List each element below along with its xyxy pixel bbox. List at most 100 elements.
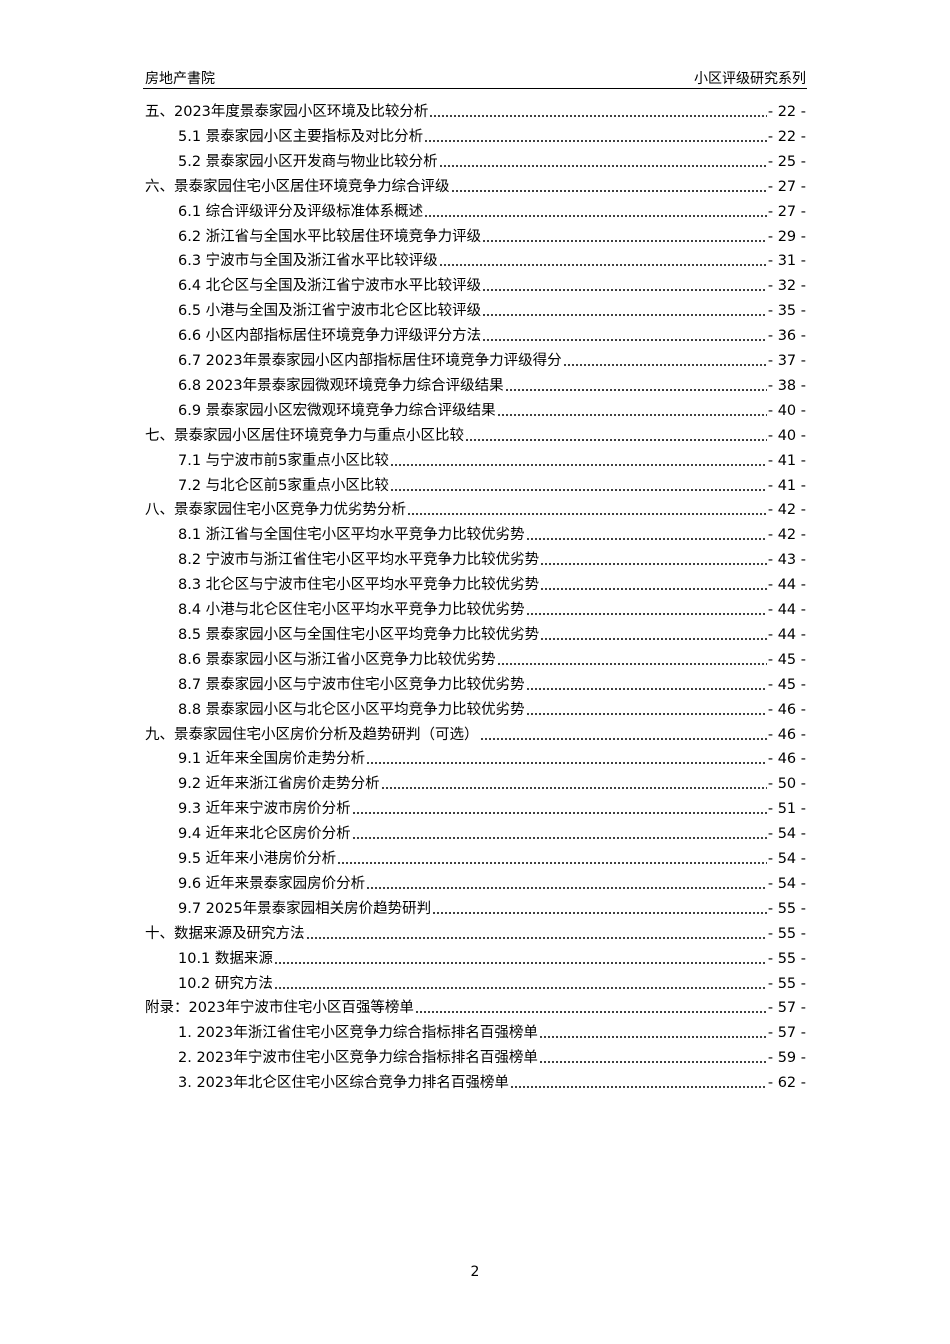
dot-leader (465, 437, 767, 442)
entry-page: - 44 - (767, 626, 806, 643)
entry-page: - 32 - (767, 278, 806, 295)
toc-entry: 8.5 景泰家园小区与全国住宅小区平均竞争力比较优劣势 - 44 - (178, 625, 806, 645)
entry-title: 8.3 北仑区与宁波市住宅小区平均水平竞争力比较优劣势 (178, 577, 540, 594)
dot-leader (525, 711, 767, 716)
dot-leader (540, 562, 767, 567)
entry-title: 6.4 北仑区与全国及浙江省宁波市水平比较评级 (178, 278, 482, 295)
entry-page: - 40 - (767, 402, 806, 419)
entry-title: 8.8 景泰家园小区与北仑区小区平均竞争力比较优劣势 (178, 701, 525, 718)
entry-page: - 46 - (767, 701, 806, 718)
entry-page: - 59 - (767, 1050, 806, 1067)
entry-title: 9.4 近年来北仑区房价分析 (178, 826, 351, 843)
entry-title: 9.2 近年来浙江省房价走势分析 (178, 776, 380, 793)
toc-entry: 十、数据来源及研究方法 - 55 - (145, 924, 806, 944)
entry-title: 6.5 小港与全国及浙江省宁波市北仑区比较评级 (178, 303, 482, 320)
dot-leader (538, 1035, 767, 1040)
entry-page: - 31 - (767, 253, 806, 270)
entry-title: 六、景泰家园住宅小区居住环境竞争力综合评级 (145, 178, 450, 195)
entry-page: - 54 - (767, 826, 806, 843)
page-number: 2 (470, 1264, 480, 1280)
entry-title: 10.1 数据来源 (178, 950, 273, 967)
entry-page: - 27 - (767, 203, 806, 220)
header-right: 小区评级研究系列 (694, 71, 806, 87)
toc-entry: 6.4 北仑区与全国及浙江省宁波市水平比较评级 - 32 - (178, 276, 806, 296)
dot-leader (424, 213, 767, 218)
entry-page: - 22 - (767, 104, 806, 120)
entry-page: - 25 - (767, 153, 806, 170)
entry-title: 九、景泰家园住宅小区房价分析及趋势研判（可选） (145, 726, 479, 743)
toc-entry: 9.2 近年来浙江省房价走势分析 - 50 - (178, 774, 806, 794)
dot-leader (525, 612, 767, 616)
dot-leader (540, 587, 767, 592)
entry-page: - 44 - (767, 602, 806, 618)
dot-leader (482, 288, 767, 293)
entry-title: 6.2 浙江省与全国水平比较居住环境竞争力评级 (178, 228, 482, 245)
toc-entry: 6.2 浙江省与全国水平比较居住环境竞争力评级 - 29 - (178, 227, 806, 247)
dot-leader (525, 686, 767, 691)
toc-entry: 附录：2023年宁波市住宅小区百强等榜单 - 57 - (145, 998, 806, 1018)
entry-page: - 45 - (767, 651, 806, 668)
entry-page: - 55 - (767, 900, 806, 917)
dot-leader (380, 786, 767, 791)
dot-leader (538, 1060, 767, 1065)
dot-leader (273, 960, 767, 965)
entry-page: - 57 - (767, 1000, 806, 1017)
dot-leader (482, 238, 767, 243)
entry-title: 3. 2023年北仑区住宅小区综合竞争力排名百强榜单 (178, 1075, 509, 1092)
toc-entry: 五、2023年度景泰家园小区环境及比较分析 - 22 - (145, 102, 806, 122)
entry-page: - 41 - (767, 477, 806, 494)
entry-page: - 55 - (767, 925, 806, 942)
entry-page: - 57 - (767, 1025, 806, 1042)
toc-entry: 8.8 景泰家园小区与北仑区小区平均竞争力比较优劣势 - 46 - (178, 700, 806, 720)
toc-entry: 八、景泰家园住宅小区竞争力优劣势分析 - 42 - (145, 500, 806, 520)
entry-page: - 42 - (767, 502, 806, 519)
dot-leader (366, 885, 767, 890)
entry-title: 9.3 近年来宁波市房价分析 (178, 801, 351, 818)
toc-entry: 7.2 与北仑区前5家重点小区比较 - 41 - (178, 476, 806, 496)
entry-page: - 46 - (767, 751, 806, 768)
toc-entry: 10.2 研究方法 - 55 - (178, 974, 806, 994)
entry-page: - 38 - (767, 377, 806, 394)
entry-page: - 37 - (767, 353, 806, 369)
toc-entry: 6.8 2023年景泰家园微观环境竞争力综合评级结果 - 38 - (178, 376, 806, 396)
entry-title: 1. 2023年浙江省住宅小区竞争力综合指标排名百强榜单 (178, 1025, 538, 1042)
dot-leader (389, 462, 767, 467)
entry-page: - 44 - (767, 577, 806, 594)
entry-title: 8.6 景泰家园小区与浙江省小区竞争力比较优劣势 (178, 651, 496, 668)
entry-page: - 36 - (767, 328, 806, 345)
entry-page: - 42 - (767, 527, 806, 544)
dot-leader (504, 387, 767, 392)
entry-title: 7.1 与宁波市前5家重点小区比较 (178, 452, 389, 469)
entry-title: 6.8 2023年景泰家园微观环境竞争力综合评级结果 (178, 377, 504, 394)
toc-entry: 8.2 宁波市与浙江省住宅小区平均水平竞争力比较优劣势 - 43 - (178, 550, 806, 570)
toc-entry: 9.5 近年来小港房价分析 - 54 - (178, 849, 806, 869)
entry-title: 8.1 浙江省与全国住宅小区平均水平竞争力比较优劣势 (178, 527, 525, 544)
dot-leader (482, 338, 767, 343)
toc-entry: 3. 2023年北仑区住宅小区综合竞争力排名百强榜单 - 62 - (178, 1073, 806, 1093)
toc-entry: 9.1 近年来全国房价走势分析 - 46 - (178, 749, 806, 769)
dot-leader (479, 736, 767, 741)
entry-title: 2. 2023年宁波市住宅小区竞争力综合指标排名百强榜单 (178, 1050, 538, 1067)
dot-leader (414, 1010, 767, 1015)
entry-title: 6.9 景泰家园小区宏微观环境竞争力综合评级结果 (178, 402, 496, 419)
entry-title: 8.5 景泰家园小区与全国住宅小区平均竞争力比较优劣势 (178, 626, 540, 643)
entry-title: 6.1 综合评级评分及评级标准体系概述 (178, 203, 424, 220)
dot-leader (305, 935, 767, 940)
toc-entry: 6.6 小区内部指标居住环境竞争力评级评分方法 - 36 - (178, 326, 806, 346)
entry-title: 6.7 2023年景泰家园小区内部指标居住环境竞争力评级得分 (178, 353, 562, 369)
toc-entry: 5.1 景泰家园小区主要指标及对比分析 - 22 - (178, 127, 806, 147)
toc-entry: 七、景泰家园小区居住环境竞争力与重点小区比较 - 40 - (145, 426, 806, 446)
entry-title: 9.1 近年来全国房价走势分析 (178, 751, 366, 768)
toc-entry: 1. 2023年浙江省住宅小区竞争力综合指标排名百强榜单 - 57 - (178, 1023, 806, 1043)
entry-page: - 29 - (767, 228, 806, 245)
toc-entry: 9.7 2025年景泰家园相关房价趋势研判 - 55 - (178, 899, 806, 919)
dot-leader (438, 263, 767, 268)
entry-title: 5.1 景泰家园小区主要指标及对比分析 (178, 128, 424, 145)
entry-title: 9.5 近年来小港房价分析 (178, 851, 337, 867)
entry-page: - 22 - (767, 128, 806, 145)
toc-entry: 5.2 景泰家园小区开发商与物业比较分析 - 25 - (178, 152, 806, 172)
toc-entry: 6.3 宁波市与全国及浙江省水平比较评级 - 31 - (178, 251, 806, 271)
dot-leader (273, 985, 767, 990)
toc-entry: 9.4 近年来北仑区房价分析 - 54 - (178, 824, 806, 844)
toc-entry: 7.1 与宁波市前5家重点小区比较 - 41 - (178, 451, 806, 471)
